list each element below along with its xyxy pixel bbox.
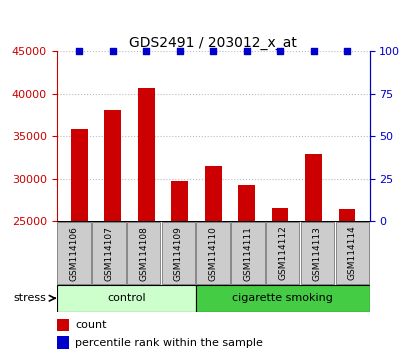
Bar bbox=[71, 129, 88, 221]
Point bbox=[76, 48, 83, 54]
Bar bbox=[57, 319, 69, 331]
Bar bbox=[127, 222, 160, 284]
Bar bbox=[105, 110, 121, 221]
Bar bbox=[196, 285, 370, 312]
Point bbox=[310, 48, 317, 54]
Text: count: count bbox=[76, 320, 107, 330]
Title: GDS2491 / 203012_x_at: GDS2491 / 203012_x_at bbox=[129, 36, 297, 50]
Text: percentile rank within the sample: percentile rank within the sample bbox=[76, 338, 263, 348]
Point bbox=[109, 48, 116, 54]
Bar bbox=[58, 222, 91, 284]
Text: cigarette smoking: cigarette smoking bbox=[232, 293, 333, 303]
Bar bbox=[57, 285, 196, 312]
Bar bbox=[162, 222, 195, 284]
Bar bbox=[231, 222, 265, 284]
Bar bbox=[272, 208, 289, 221]
Bar bbox=[305, 154, 322, 221]
Text: GSM114109: GSM114109 bbox=[174, 225, 183, 281]
Text: GSM114110: GSM114110 bbox=[209, 225, 218, 281]
Text: GSM114108: GSM114108 bbox=[139, 225, 148, 281]
Text: GSM114106: GSM114106 bbox=[70, 225, 79, 281]
Text: GSM114112: GSM114112 bbox=[278, 226, 287, 280]
Bar bbox=[92, 222, 126, 284]
Bar bbox=[266, 222, 299, 284]
Bar bbox=[336, 222, 369, 284]
Bar bbox=[205, 166, 221, 221]
Text: GSM114107: GSM114107 bbox=[104, 225, 113, 281]
Bar bbox=[171, 181, 188, 221]
Text: GSM114114: GSM114114 bbox=[348, 226, 357, 280]
Bar bbox=[339, 209, 355, 221]
Bar bbox=[238, 185, 255, 221]
Text: GSM114113: GSM114113 bbox=[313, 225, 322, 281]
Bar bbox=[138, 88, 155, 221]
Point bbox=[143, 48, 150, 54]
Bar bbox=[57, 336, 69, 349]
Point bbox=[176, 48, 183, 54]
Bar bbox=[197, 222, 230, 284]
Bar bbox=[301, 222, 334, 284]
Text: GSM114111: GSM114111 bbox=[244, 225, 252, 281]
Text: stress: stress bbox=[13, 293, 46, 303]
Point bbox=[277, 48, 284, 54]
Point bbox=[344, 48, 350, 54]
Text: control: control bbox=[107, 293, 146, 303]
Point bbox=[243, 48, 250, 54]
Point bbox=[210, 48, 217, 54]
